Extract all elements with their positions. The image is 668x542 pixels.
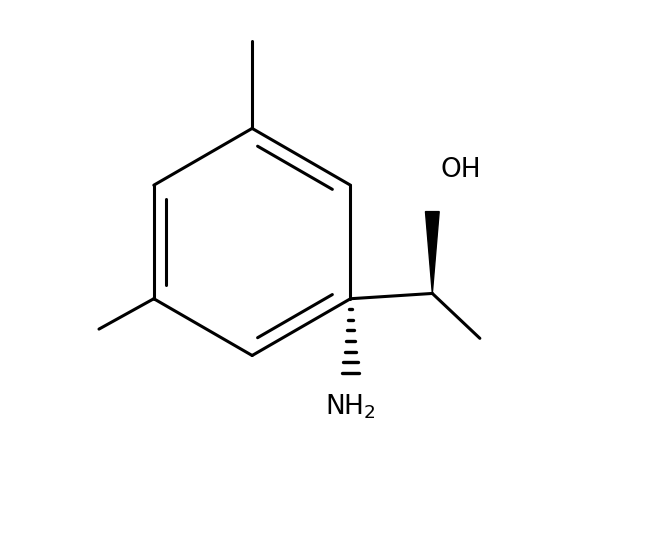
Text: OH: OH xyxy=(440,157,481,183)
Text: NH$_2$: NH$_2$ xyxy=(325,393,376,421)
Polygon shape xyxy=(426,211,439,293)
